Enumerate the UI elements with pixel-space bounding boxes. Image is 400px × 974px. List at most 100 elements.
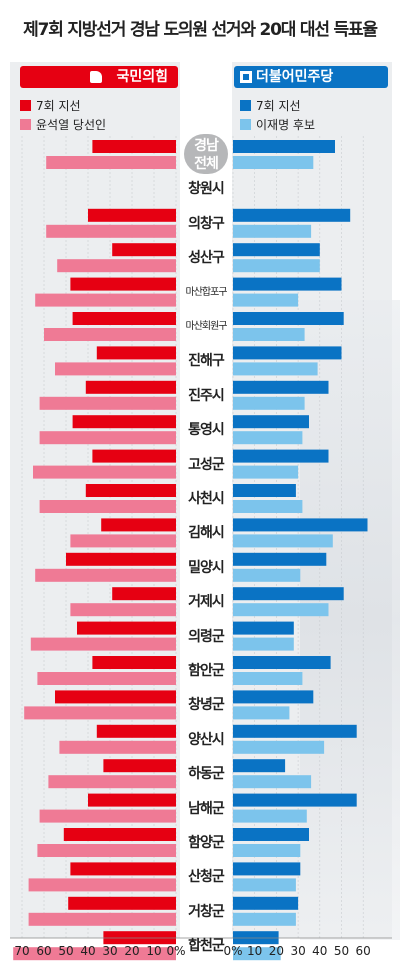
bar-right-b-2 bbox=[233, 224, 312, 238]
bar-right-b-19 bbox=[233, 809, 307, 823]
region-label: 하동군 bbox=[188, 766, 225, 783]
bar-right-a-10 bbox=[233, 484, 296, 497]
party-name-right: 더불어민주당 bbox=[256, 69, 334, 85]
bar-right-a-3 bbox=[233, 243, 320, 257]
bar-left-b-5 bbox=[44, 328, 176, 341]
tick-left: 70 bbox=[14, 944, 30, 958]
bar-left-b-0 bbox=[46, 156, 177, 169]
region-label: 함양군 bbox=[188, 835, 225, 851]
bar-left-b-7 bbox=[39, 396, 176, 410]
bar-right-b-12 bbox=[233, 568, 301, 582]
bar-left-b-21 bbox=[28, 878, 176, 892]
bar-left-a-13 bbox=[112, 587, 176, 601]
legend-swatch-right-a bbox=[240, 100, 251, 111]
bar-left-a-5 bbox=[72, 312, 176, 325]
bar-right-a-21 bbox=[233, 862, 301, 876]
bar-left-b-18 bbox=[48, 775, 176, 789]
region-label: 산청군 bbox=[188, 869, 225, 886]
legend-swatch-right-b bbox=[240, 119, 251, 130]
bar-right-b-6 bbox=[233, 362, 318, 376]
region-label: 진주시 bbox=[188, 387, 225, 404]
region-label: 마산회원구 bbox=[185, 321, 228, 332]
bar-left-b-14 bbox=[30, 637, 176, 651]
legend-label-left-a: 7회 지선 bbox=[36, 99, 81, 113]
bar-left-a-10 bbox=[85, 484, 176, 497]
bar-right-a-9 bbox=[233, 449, 329, 463]
bar-right-a-19 bbox=[233, 793, 357, 807]
bar-right-b-22 bbox=[233, 912, 296, 926]
bar-right-b-10 bbox=[233, 500, 303, 513]
bar-right-a-14 bbox=[233, 621, 294, 635]
tick-left: 0% bbox=[166, 944, 186, 958]
tick-right: 10 bbox=[247, 944, 263, 958]
bar-right-b-20 bbox=[233, 844, 301, 857]
bar-right-b-16 bbox=[233, 706, 290, 720]
bar-right-a-20 bbox=[233, 828, 309, 841]
region-label: 진해구 bbox=[188, 353, 225, 370]
region-label: 성산구 bbox=[188, 250, 225, 267]
region-label: 김해시 bbox=[188, 525, 225, 542]
bar-left-a-17 bbox=[96, 724, 176, 738]
tick-left: 50 bbox=[58, 944, 74, 958]
bar-left-a-8 bbox=[72, 415, 176, 429]
bar-right-a-17 bbox=[233, 724, 357, 738]
bar-left-b-15 bbox=[37, 672, 177, 685]
tick-left: 30 bbox=[102, 944, 118, 958]
bar-right-b-17 bbox=[233, 740, 325, 754]
bar-left-a-2 bbox=[88, 208, 176, 222]
tick-right: 60 bbox=[355, 944, 371, 958]
bar-right-a-8 bbox=[233, 415, 309, 429]
bar-right-b-3 bbox=[233, 259, 320, 273]
region-label: 남해군 bbox=[188, 800, 225, 817]
chart-title: 제7회 지방선거 경남 도의원 선거와 20대 대선 득표율 bbox=[23, 20, 378, 40]
bar-left-a-0 bbox=[92, 140, 176, 153]
bar-right-b-15 bbox=[233, 672, 303, 685]
bar-left-b-19 bbox=[39, 809, 176, 823]
bar-right-a-13 bbox=[233, 587, 344, 601]
bar-right-a-16 bbox=[233, 690, 314, 704]
bar-left-a-19 bbox=[88, 793, 176, 807]
region-label: 밀양시 bbox=[188, 559, 225, 576]
tick-left: 20 bbox=[124, 944, 140, 958]
region-label: 고성군 bbox=[188, 456, 225, 473]
bar-right-a-6 bbox=[233, 346, 342, 360]
bar-left-b-12 bbox=[35, 568, 177, 582]
party-name-left: 국민의힘 bbox=[116, 69, 168, 85]
bar-right-b-7 bbox=[233, 396, 305, 410]
bar-right-b-21 bbox=[233, 878, 296, 892]
bar-right-a-2 bbox=[233, 208, 351, 222]
bar-left-b-16 bbox=[24, 706, 177, 720]
region-column bbox=[180, 62, 232, 938]
bar-left-b-17 bbox=[59, 740, 176, 754]
tick-left: 40 bbox=[80, 944, 96, 958]
region-label: 창녕군 bbox=[188, 697, 225, 714]
legend-right-a: 7회 지선 bbox=[240, 98, 301, 114]
region-label: 창원시 bbox=[188, 181, 225, 198]
region-label: 합천군 bbox=[188, 938, 225, 955]
bar-left-b-11 bbox=[70, 534, 176, 548]
bar-left-a-21 bbox=[70, 862, 176, 876]
region-label: 통영시 bbox=[188, 422, 225, 439]
bar-right-b-4 bbox=[233, 293, 299, 307]
ppp-logo-icon bbox=[90, 71, 102, 83]
bar-left-b-22 bbox=[28, 912, 176, 926]
region-label: 경남 전체 bbox=[184, 134, 228, 174]
bar-right-a-5 bbox=[233, 312, 344, 325]
legend-label-right-a: 7회 지선 bbox=[256, 99, 301, 113]
region-label: 거제시 bbox=[188, 594, 225, 611]
bar-right-a-7 bbox=[233, 380, 329, 394]
tick-left: 60 bbox=[36, 944, 52, 958]
legend-left-a: 7회 지선 bbox=[20, 98, 81, 114]
region-label: 마산합포구 bbox=[185, 286, 228, 298]
bar-right-b-14 bbox=[233, 637, 294, 651]
dpk-logo-icon bbox=[240, 71, 252, 83]
bar-left-a-9 bbox=[92, 449, 176, 463]
bar-right-b-9 bbox=[233, 465, 299, 479]
bar-right-a-18 bbox=[233, 759, 286, 773]
bar-right-b-8 bbox=[233, 431, 303, 445]
bar-right-a-11 bbox=[233, 518, 368, 532]
legend-left-b: 윤석열 당선인 bbox=[20, 117, 106, 133]
bar-right-a-0 bbox=[233, 140, 335, 153]
bar-left-b-23 bbox=[13, 947, 177, 961]
